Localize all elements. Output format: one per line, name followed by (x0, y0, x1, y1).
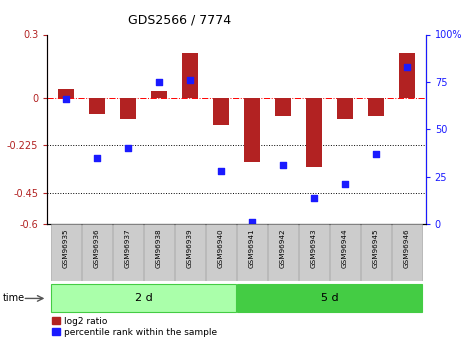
Bar (182, 53, 198, 98)
Text: 2 d: 2 d (135, 294, 152, 303)
Point (217, 168, 225, 174)
FancyBboxPatch shape (237, 224, 267, 281)
Point (372, 151, 380, 157)
FancyBboxPatch shape (113, 224, 143, 281)
Text: GSM96944: GSM96944 (342, 229, 348, 268)
Bar (399, 53, 415, 98)
Text: GSM96937: GSM96937 (125, 229, 131, 268)
Text: GSM96940: GSM96940 (218, 229, 224, 268)
Bar (244, 98, 260, 162)
Point (93, 155, 101, 161)
FancyBboxPatch shape (237, 284, 422, 313)
Legend: log2 ratio, percentile rank within the sample: log2 ratio, percentile rank within the s… (52, 317, 217, 336)
Point (310, 195, 318, 200)
FancyBboxPatch shape (206, 224, 236, 281)
FancyBboxPatch shape (268, 224, 298, 281)
FancyBboxPatch shape (299, 224, 329, 281)
Bar (307, 98, 322, 167)
FancyBboxPatch shape (175, 224, 205, 281)
Point (403, 64, 411, 70)
Text: GSM96946: GSM96946 (404, 229, 410, 268)
Text: GSM96936: GSM96936 (94, 229, 100, 268)
Text: GDS2566 / 7774: GDS2566 / 7774 (128, 14, 231, 27)
Text: GSM96942: GSM96942 (280, 229, 286, 268)
Bar (58, 89, 74, 98)
Bar (89, 98, 105, 114)
Text: GSM96943: GSM96943 (311, 229, 317, 268)
Point (186, 77, 194, 83)
Bar (151, 91, 166, 98)
FancyBboxPatch shape (361, 224, 391, 281)
Text: 5 d: 5 d (321, 294, 338, 303)
FancyBboxPatch shape (144, 224, 174, 281)
Point (342, 182, 349, 187)
Text: GSM96939: GSM96939 (187, 229, 193, 268)
Point (62, 96, 70, 102)
FancyBboxPatch shape (330, 224, 360, 281)
Bar (213, 98, 229, 125)
Text: time: time (2, 294, 25, 303)
Text: GSM96941: GSM96941 (249, 229, 255, 268)
Text: GSM96938: GSM96938 (156, 229, 162, 268)
FancyBboxPatch shape (51, 284, 236, 313)
Bar (120, 98, 136, 119)
Point (124, 146, 131, 151)
Bar (275, 98, 291, 116)
Point (248, 220, 256, 225)
Text: GSM96935: GSM96935 (63, 229, 69, 268)
FancyBboxPatch shape (82, 224, 112, 281)
Bar (337, 98, 353, 119)
Point (155, 79, 163, 85)
FancyBboxPatch shape (392, 224, 422, 281)
Point (279, 163, 287, 168)
Bar (368, 98, 384, 116)
FancyBboxPatch shape (51, 224, 81, 281)
Text: GSM96945: GSM96945 (373, 229, 379, 268)
